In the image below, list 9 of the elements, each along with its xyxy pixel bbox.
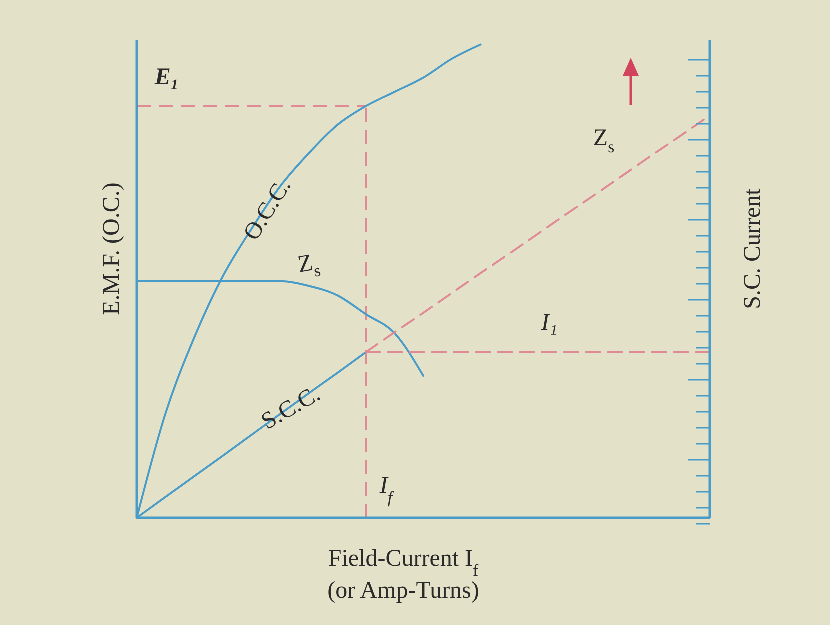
- y-axis-title: E.M.F. (O.C.): [99, 182, 125, 316]
- x-axis-title: Field-Current I$_{f}$ (or Amp-Turns): [328, 546, 480, 604]
- series-label: I₁: [540, 309, 558, 336]
- annotation: I$_{f}$: [378, 473, 395, 506]
- y2-axis-title: S.C. Current: [740, 188, 766, 310]
- ref-line-label: E₁: [154, 64, 180, 90]
- series-label: Z$_{s}$: [593, 124, 615, 157]
- text: Z$_{s}$: [296, 250, 322, 282]
- text: S.C.C.: [257, 380, 325, 435]
